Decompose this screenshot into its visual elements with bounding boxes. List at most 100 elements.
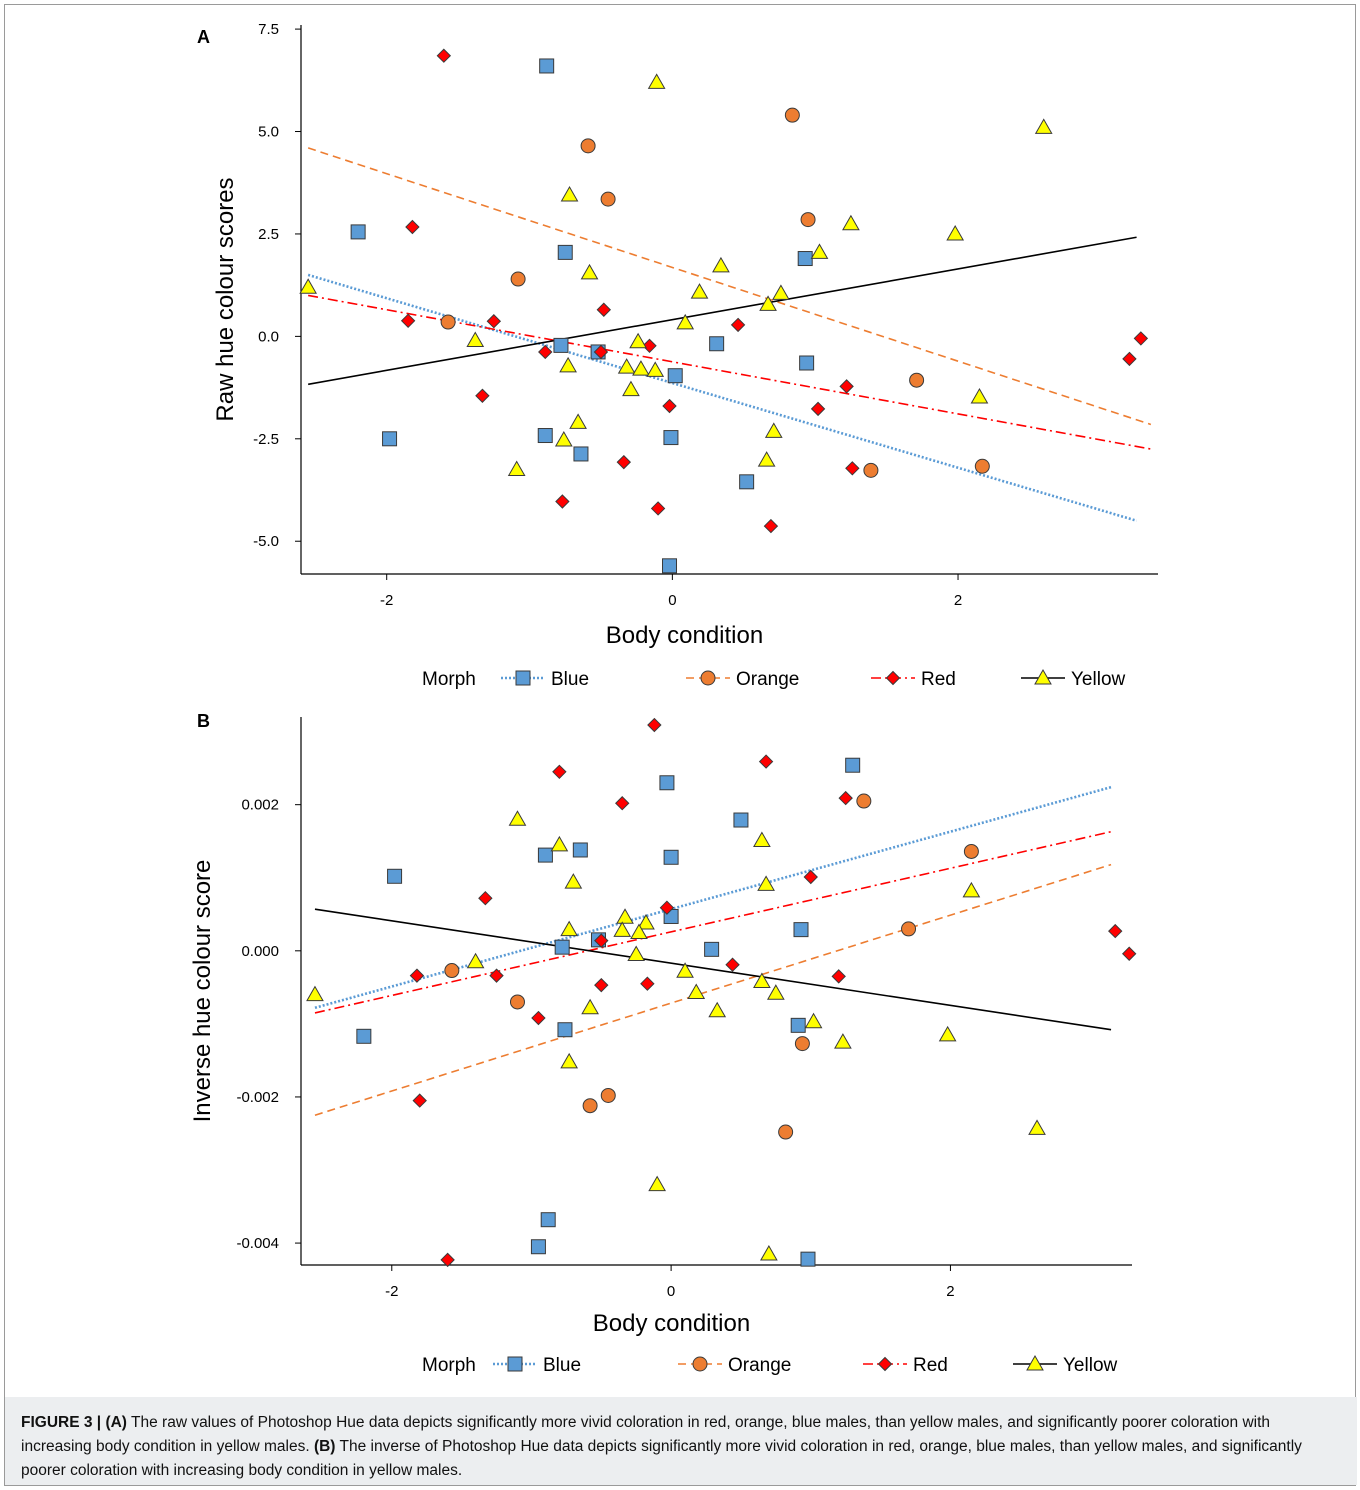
x-tick-label: -2 <box>385 1283 398 1300</box>
data-point-yellow <box>764 422 783 438</box>
data-point-blue <box>382 431 398 447</box>
legend-label-yellow: Yellow <box>1071 669 1126 690</box>
data-point-red <box>555 494 570 509</box>
data-point-yellow <box>962 881 981 898</box>
legend-label-red: Red <box>913 1355 948 1376</box>
data-point-red <box>593 344 609 360</box>
data-point-red <box>489 968 504 983</box>
legend-marker-orange <box>700 670 716 686</box>
legend-label-blue: Blue <box>551 669 589 690</box>
y-tick-label: -0.004 <box>236 1235 279 1252</box>
data-point-blue <box>663 849 679 865</box>
data-point-blue <box>733 812 749 828</box>
y-tick-label: -2.5 <box>253 431 279 448</box>
data-point-red <box>647 717 662 733</box>
data-point-red <box>552 764 567 780</box>
data-point-yellow <box>466 331 485 347</box>
data-point-yellow <box>569 413 587 429</box>
data-point-orange <box>784 107 800 123</box>
data-point-red <box>1108 923 1123 939</box>
data-point-red <box>594 977 609 993</box>
data-point-red <box>440 1252 455 1268</box>
data-point-red <box>1122 351 1137 367</box>
data-point-orange <box>509 994 525 1010</box>
chart-panel-a: A 7.5 5.0 2.5 0.0 -2.5 -5.0 -2 0 2 Body condition R… <box>197 21 1158 690</box>
data-point-yellow <box>648 1175 667 1192</box>
trend-line-red <box>314 830 1112 1014</box>
data-point-red <box>662 398 677 414</box>
data-point-yellow <box>810 243 829 259</box>
legend-marker-red <box>877 1356 893 1372</box>
data-point-red <box>412 1093 427 1108</box>
trend-line-yellow <box>314 908 1112 1031</box>
data-point-red <box>594 933 609 948</box>
figure-caption: FIGURE 3 | (A) The raw values of Photosh… <box>5 1397 1357 1485</box>
data-point-blue <box>350 224 366 240</box>
data-point-yellow <box>757 451 776 467</box>
data-point-orange <box>909 372 925 388</box>
legend: Morph Blue Orange Red Yellow <box>422 1354 1118 1376</box>
data-point-blue <box>557 244 573 260</box>
data-point-yellow <box>508 810 527 826</box>
legend-label-orange: Orange <box>736 669 799 690</box>
data-point-blue <box>793 922 809 938</box>
legend-label-orange: Orange <box>728 1355 791 1376</box>
data-point-blue <box>554 939 570 955</box>
trend-line-blue <box>307 273 1137 522</box>
figure-charts: A 7.5 5.0 2.5 0.0 -2.5 -5.0 -2 0 2 Body condition R… <box>189 21 1158 1376</box>
data-point-yellow <box>646 361 665 377</box>
data-point-red <box>486 314 502 329</box>
data-point-yellow <box>687 983 706 999</box>
legend-marker-blue <box>515 670 531 686</box>
data-point-red <box>478 890 493 906</box>
data-point-yellow <box>299 278 318 294</box>
data-point-orange <box>856 793 872 809</box>
panel-letter: B <box>197 711 210 731</box>
data-point-yellow <box>834 1033 852 1049</box>
legend-marker-blue <box>507 1356 523 1372</box>
y-tick-label: 0.0 <box>258 328 279 345</box>
data-point-yellow <box>1028 1119 1046 1135</box>
data-point-blue <box>356 1028 372 1044</box>
data-point-red <box>1121 946 1137 961</box>
y-axis-title: Raw hue colour scores <box>212 177 239 421</box>
data-point-orange <box>510 271 526 287</box>
caption-a-text: The raw values of Photoshop Hue data dep… <box>21 1414 1271 1455</box>
data-point-orange <box>963 843 979 859</box>
y-axis-title: Inverse hue colour score <box>189 860 216 1123</box>
data-point-blue <box>845 757 861 773</box>
data-point-red <box>838 790 853 806</box>
data-point-red <box>725 957 740 972</box>
data-point-orange <box>794 1036 810 1052</box>
data-point-red <box>538 344 553 360</box>
data-point-red <box>803 869 818 885</box>
data-point-yellow <box>306 985 324 1002</box>
data-point-blue <box>667 368 683 384</box>
legend-label-red: Red <box>921 669 956 690</box>
legend-label-yellow: Yellow <box>1063 1355 1118 1376</box>
data-point-orange <box>580 138 596 154</box>
data-point-red <box>409 968 425 983</box>
y-tick-label: 5.0 <box>258 124 279 141</box>
data-point-blue <box>739 474 755 490</box>
x-tick-label: 2 <box>954 592 962 609</box>
data-point-yellow <box>842 214 860 231</box>
panel-letter: A <box>197 27 210 47</box>
data-point-yellow <box>1034 118 1053 134</box>
data-point-red <box>845 461 860 476</box>
y-tick-label: 0.000 <box>241 943 279 960</box>
x-axis-title: Body condition <box>593 1310 750 1337</box>
caption-b-text: The inverse of Photoshop Hue data depict… <box>21 1438 1302 1479</box>
data-point-blue <box>553 337 569 353</box>
data-point-orange <box>863 462 879 478</box>
data-point-yellow <box>560 186 579 202</box>
data-point-red <box>810 401 826 417</box>
data-point-red <box>730 317 746 333</box>
data-point-blue <box>540 1212 556 1228</box>
x-tick-label: 0 <box>667 1283 675 1300</box>
legend-marker-red <box>885 670 901 686</box>
data-point-yellow <box>804 1012 823 1029</box>
data-point-yellow <box>772 284 790 300</box>
data-point-blue <box>709 336 725 352</box>
legend-marker-yellow <box>1026 1354 1044 1371</box>
